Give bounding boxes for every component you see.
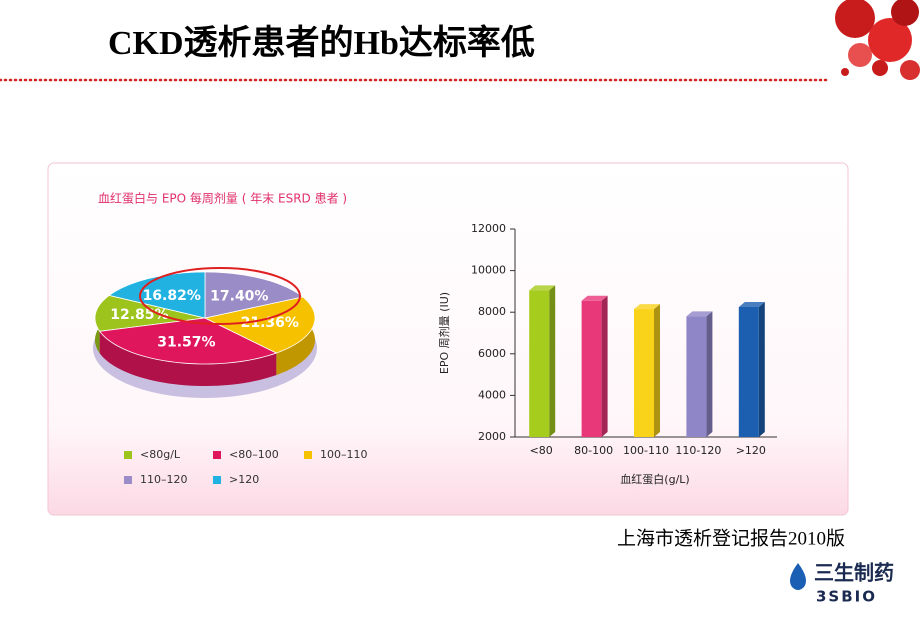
logo-name: 三生制药 [814, 561, 894, 585]
legend-label: 100–110 [320, 448, 368, 461]
x-tick-label: >120 [736, 444, 766, 457]
pie-slice [98, 317, 278, 365]
logo: 三生制药 3SBIO [790, 561, 894, 606]
bar-side [549, 285, 556, 437]
logo-subname: 3SBIO [816, 588, 877, 606]
panel-title: 血红蛋白与 EPO 每周剂量 ( 年末 ESRD 患者 ) [98, 191, 347, 206]
pie-side [99, 331, 277, 386]
bar-side [601, 295, 608, 437]
y-tick-label: 2000 [478, 430, 506, 443]
y-axis-label: EPO 周剂量 (IU) [437, 292, 451, 374]
bar-top [634, 304, 660, 310]
bar [581, 300, 602, 437]
legend-label: >120 [229, 473, 259, 486]
bar-top [686, 311, 713, 317]
data-label: 21.36% [241, 315, 299, 331]
bar [529, 290, 550, 437]
bar-top [738, 302, 765, 307]
legend-label: <80–100 [229, 448, 279, 461]
bar-side [654, 304, 660, 437]
bar [686, 316, 707, 437]
data-label: 16.82% [143, 288, 201, 304]
bar-side [758, 302, 765, 437]
y-tick-label: 4000 [478, 388, 506, 401]
bar [738, 307, 759, 437]
pie-slice [94, 294, 206, 332]
bar-top [529, 285, 556, 291]
data-label: 31.57% [157, 334, 215, 350]
corner-decoration [835, 0, 920, 80]
x-tick-label: <80 [530, 444, 553, 457]
slide-title: CKD透析患者的Hb达标率低 [108, 24, 535, 62]
bar [634, 309, 654, 437]
x-axis-label: 血红蛋白(g/L) [620, 472, 689, 486]
data-label: 17.40% [210, 288, 268, 304]
x-tick-label: 110-120 [675, 444, 721, 457]
x-tick-label: 100-110 [623, 444, 669, 457]
y-tick-label: 8000 [478, 305, 506, 318]
pie-slice [204, 271, 304, 319]
legend-label: <80g/L [140, 448, 181, 461]
highlight-circle [139, 267, 301, 325]
bar-side [706, 311, 713, 437]
x-tick-label: 80-100 [574, 444, 613, 457]
legend-swatch [213, 476, 221, 484]
legend-swatch [124, 451, 132, 459]
pie-slice [108, 271, 206, 319]
legend-label: 110–120 [140, 473, 188, 486]
legend-swatch [213, 451, 221, 459]
bar-top [581, 295, 608, 301]
y-tick-label: 10000 [471, 264, 506, 277]
y-tick-label: 6000 [478, 347, 506, 360]
legend-swatch [124, 476, 132, 484]
legend-swatch [304, 451, 312, 459]
source: 上海市透析登记报告2010版 [617, 527, 845, 549]
y-tick-label: 12000 [471, 222, 506, 235]
